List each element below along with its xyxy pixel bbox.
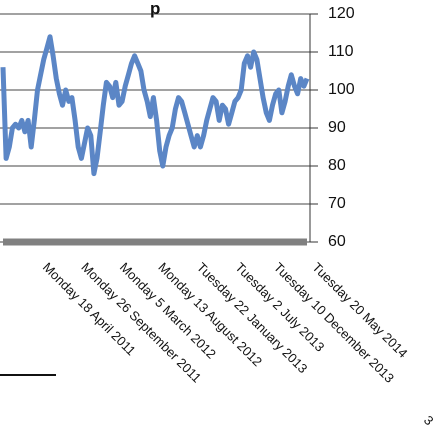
y-tick-label: 60 (328, 233, 346, 250)
series-lines (0, 34, 310, 246)
chart-title-fragment: p (150, 0, 160, 18)
y-tick-labels: 60 70 80 90 100 110 120 (328, 5, 355, 250)
y-tick-marks (310, 13, 318, 243)
y-tick-label: 80 (328, 157, 346, 174)
y-tick-label: 100 (328, 81, 355, 98)
y-tick-label: 90 (328, 119, 346, 136)
y-tick-label: 120 (328, 5, 355, 22)
y-tick-label: 110 (328, 43, 354, 60)
y-tick-label: 70 (328, 195, 346, 212)
x-tick-label-cutoff: 3 (421, 413, 435, 428)
series-line (0, 34, 310, 177)
